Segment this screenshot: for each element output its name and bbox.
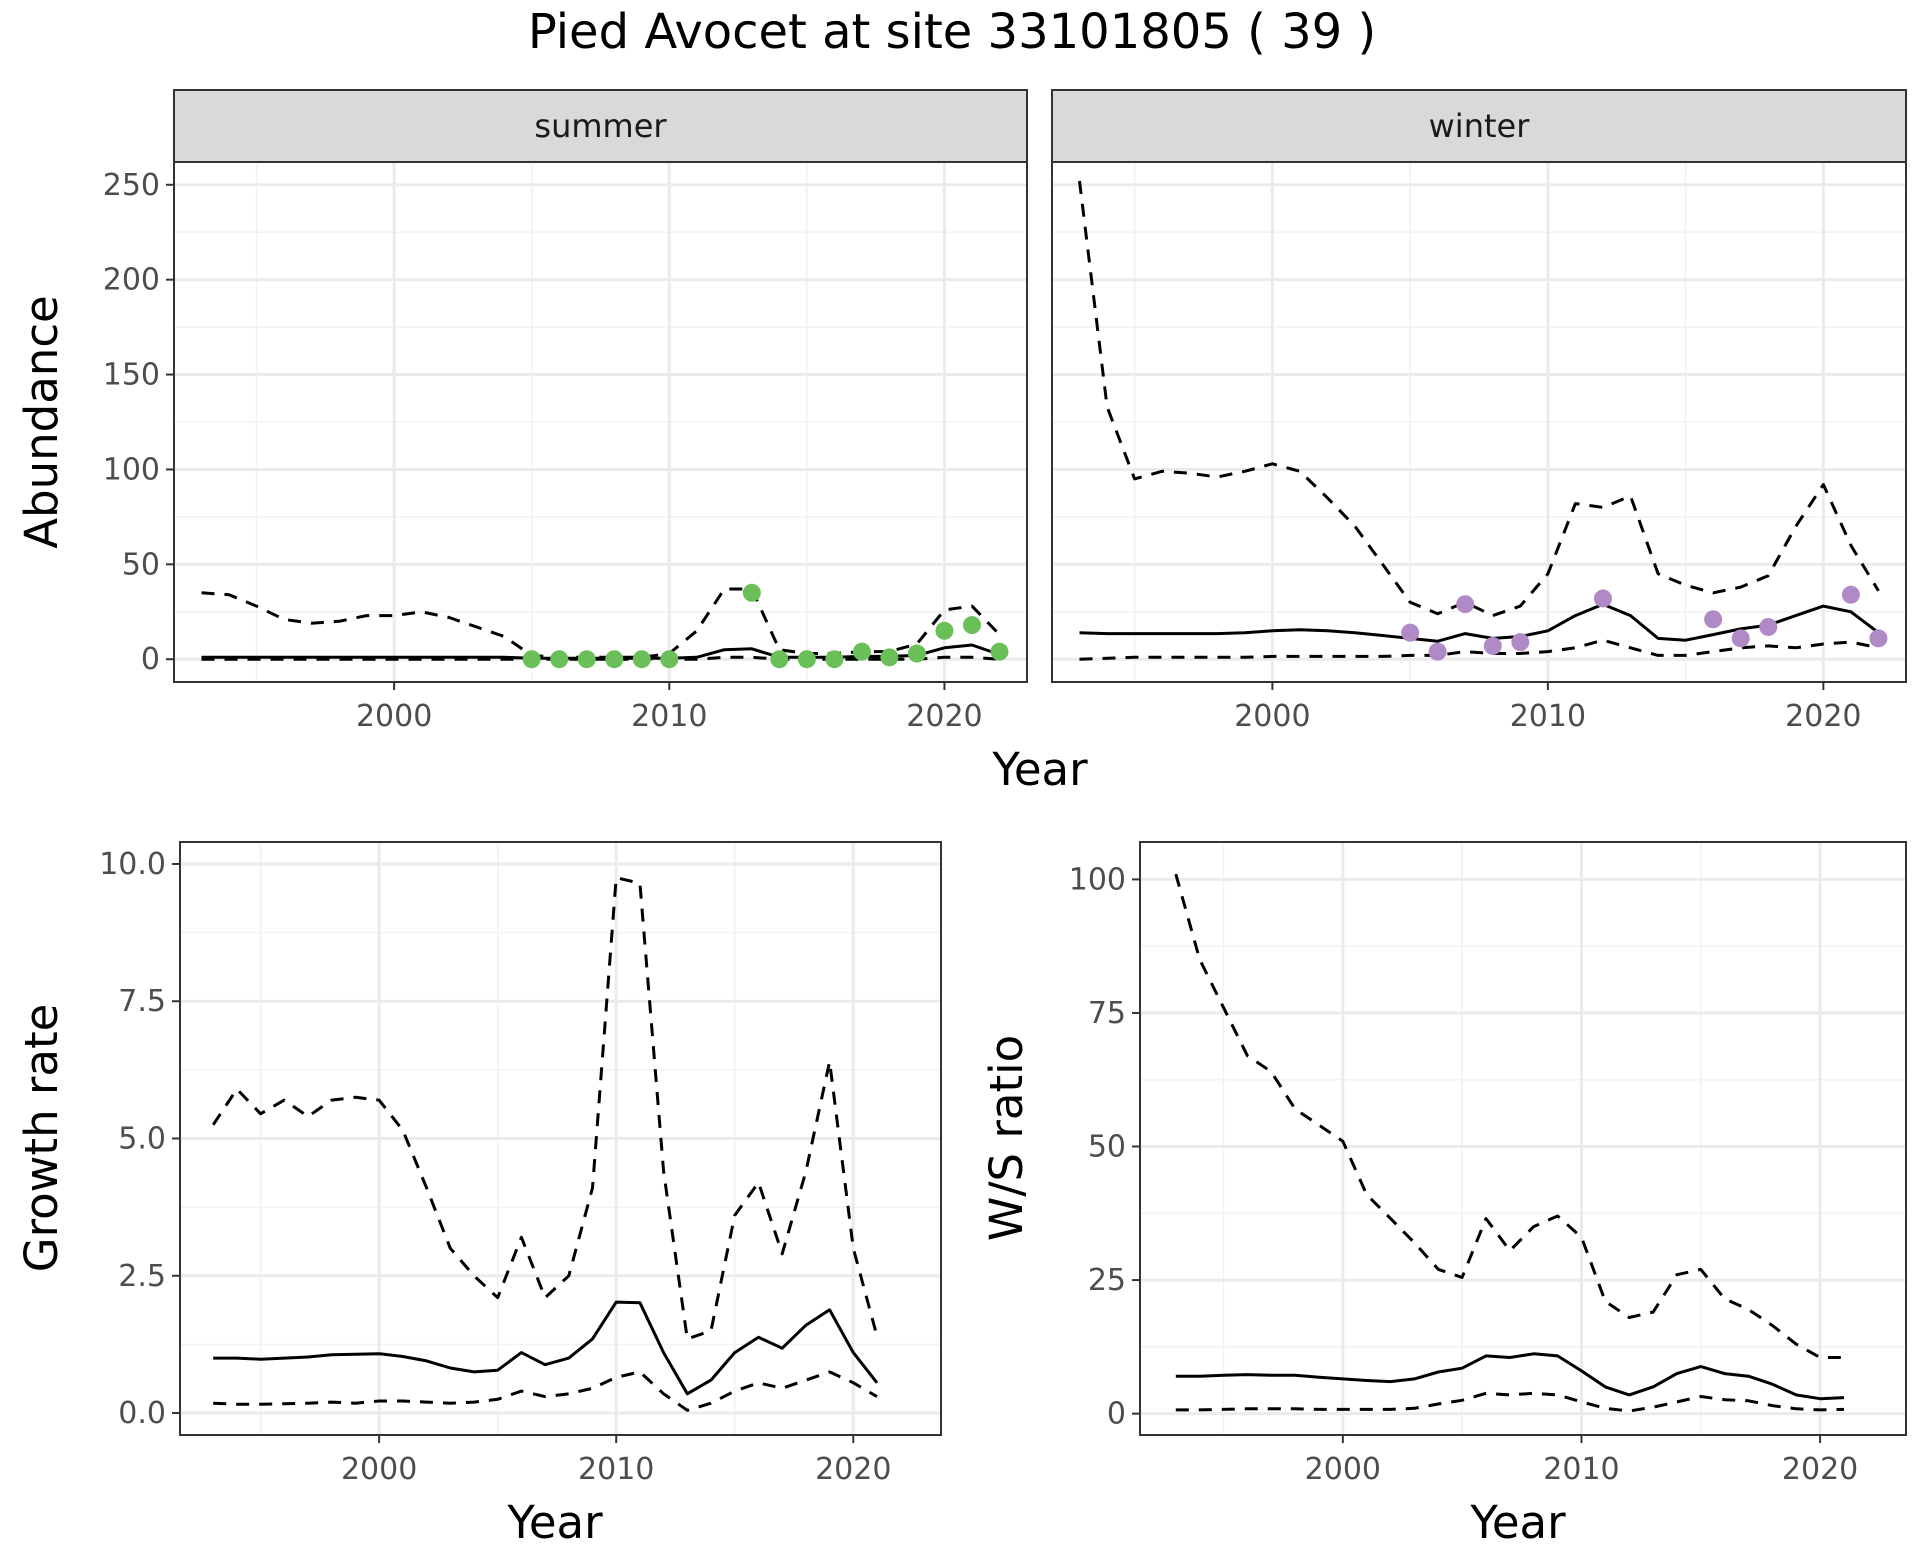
y-tick-label: 7.5 (118, 984, 166, 1019)
facet-label: winter (1429, 107, 1531, 145)
y-axis-title: W/S ratio (980, 1035, 1033, 1241)
data-point (852, 642, 871, 661)
y-tick-label: 0.0 (118, 1396, 166, 1431)
data-point (1483, 636, 1502, 655)
series-line-upper (1078, 180, 1880, 618)
y-tick-label: 5.0 (118, 1122, 166, 1157)
y-tick-label: 25 (1088, 1263, 1126, 1298)
x-tick-label: 2010 (578, 1452, 654, 1487)
series-line-lower (213, 1370, 878, 1412)
y-tick-label: 0 (1107, 1397, 1126, 1432)
series-line-estimate (1079, 602, 1880, 643)
data-point (550, 650, 569, 669)
panel-border (1139, 841, 1907, 1436)
x-tick-label: 2010 (631, 699, 707, 734)
data-point (825, 650, 844, 669)
data-point (605, 650, 624, 669)
facet-strip (173, 89, 1028, 163)
y-axis-title: Growth rate (15, 1004, 68, 1273)
y-tick-label: 200 (103, 263, 160, 298)
plot-background (1140, 842, 1906, 1435)
series-line-upper (1174, 873, 1844, 1359)
panel-summer: summer 0 50 100 150 200 250 2000 2010 2020 Abundan… (15, 89, 1028, 734)
data-point (1511, 633, 1530, 652)
data-point (660, 650, 679, 669)
x-tick-label: 2000 (1234, 699, 1310, 734)
facet-label: summer (534, 107, 667, 145)
series-line-upper (201, 587, 1001, 659)
data-point (1841, 585, 1860, 604)
data-point (1759, 617, 1778, 636)
data-point (907, 644, 926, 663)
x-tick-label: 2020 (1785, 699, 1861, 734)
y-tick-label: 250 (103, 168, 160, 203)
data-point (1456, 595, 1475, 614)
series-line-lower (1175, 1391, 1845, 1413)
y-tick-label: 75 (1088, 996, 1126, 1031)
x-tick-label: 2000 (341, 1452, 417, 1487)
y-tick-label: 2.5 (118, 1259, 166, 1294)
panel-panel-3: 0 25 50 75 100 2000 2010 2020 W/S ratio (980, 841, 1907, 1487)
series-line-estimate (1175, 1352, 1845, 1401)
series-line-lower (201, 655, 1000, 661)
data-point (1869, 629, 1888, 648)
y-tick-label: 100 (1069, 862, 1126, 897)
x-axis-title: Year (991, 743, 1088, 796)
x-tick-label: 2000 (1305, 1452, 1381, 1487)
data-point (577, 650, 596, 669)
y-tick-label: 10.0 (99, 847, 166, 882)
chart-title: Pied Avocet at site 33101805 ( 39 ) (528, 4, 1376, 60)
facet-strip (1051, 89, 1907, 163)
y-axis-title: Abundance (15, 295, 68, 548)
data-point (1704, 610, 1723, 629)
x-tick-label: 2000 (356, 699, 432, 734)
data-point (742, 583, 761, 602)
data-point (990, 642, 1009, 661)
panel-winter: winter 2000 2010 2020 (1051, 89, 1907, 734)
data-point (797, 650, 816, 669)
y-tick-label: 0 (141, 642, 160, 677)
x-tick-label: 2020 (906, 699, 982, 734)
data-point (935, 621, 954, 640)
series-line-lower (1079, 638, 1879, 661)
data-point (880, 648, 899, 667)
x-axis-title: Year (506, 1496, 603, 1549)
y-tick-label: 100 (103, 452, 160, 487)
data-point (962, 616, 981, 635)
y-tick-label: 150 (103, 358, 160, 393)
data-point (1731, 629, 1750, 648)
y-tick-label: 50 (1088, 1130, 1126, 1165)
x-tick-label: 2020 (1782, 1452, 1858, 1487)
data-point (632, 650, 651, 669)
data-point (1593, 589, 1612, 608)
x-tick-label: 2020 (815, 1452, 891, 1487)
data-point (522, 650, 541, 669)
panel-panel-2: 0.0 2.5 5.0 7.5 10.0 2000 2010 2020 Growth rate (15, 841, 942, 1487)
series-line-estimate (213, 1300, 879, 1396)
data-point (1428, 642, 1447, 661)
x-axis-title: Year (1469, 1496, 1566, 1549)
y-tick-label: 50 (122, 547, 160, 582)
x-tick-label: 2010 (1510, 699, 1586, 734)
data-point (770, 650, 789, 669)
x-tick-label: 2010 (1543, 1452, 1619, 1487)
data-point (1401, 623, 1420, 642)
